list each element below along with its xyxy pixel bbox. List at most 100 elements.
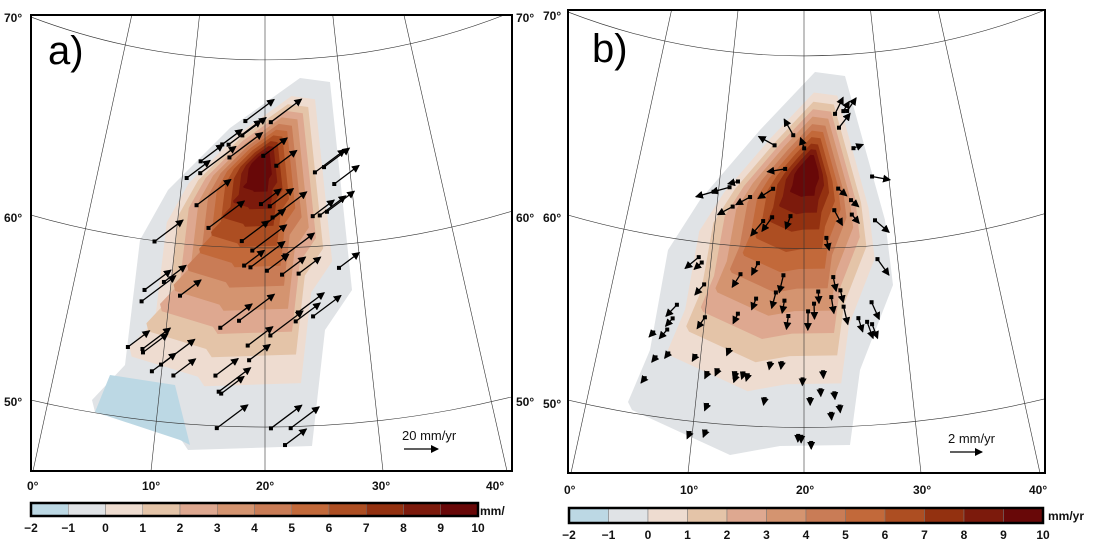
- velocity-arrow: [834, 96, 844, 115]
- colorbar-tick-label: 6: [326, 521, 333, 535]
- velocity-arrow: [284, 232, 316, 256]
- meridian-line: [32, 15, 133, 471]
- parallel-line: [31, 210, 512, 248]
- colorbar-tick-label: 3: [214, 521, 221, 535]
- velocity-arrow: [694, 283, 705, 296]
- meridian-line: [870, 10, 922, 473]
- velocity-arrow: [842, 100, 850, 112]
- velocity-arrow: [648, 329, 657, 338]
- velocity-arrow: [871, 323, 879, 340]
- velocity-arrow: [326, 190, 356, 213]
- velocity-arrow: [216, 404, 249, 429]
- velocity-arrow: [244, 98, 275, 122]
- velocity-arrow: [173, 358, 197, 377]
- velocity-arrow: [751, 262, 759, 276]
- velocity-arrow: [243, 249, 266, 267]
- velocity-arrow: [693, 261, 703, 271]
- velocity-arrow: [732, 313, 740, 325]
- velocity-arrow: [732, 374, 740, 384]
- parallel-line: [568, 10, 1045, 57]
- velocity-arrow: [208, 200, 246, 229]
- velocity-vectors: [640, 96, 892, 450]
- map-panel-b: [567, 9, 1046, 474]
- colorbar-tick-label: 7: [921, 528, 928, 542]
- velocity-arrow: [766, 166, 786, 175]
- velocity-arrow: [876, 258, 890, 276]
- velocity-arrow: [665, 304, 678, 317]
- velocity-arrow: [270, 98, 303, 123]
- velocity-arrow: [281, 256, 307, 276]
- panel-a-lat-60-left: 60°: [4, 211, 22, 225]
- velocity-arrow: [220, 375, 245, 395]
- velocity-arrow: [830, 391, 839, 401]
- velocity-arrow: [262, 137, 288, 157]
- velocity-arrow: [750, 298, 758, 311]
- panel-a-lon-10: 10°: [142, 479, 160, 493]
- parallel-line: [31, 15, 505, 60]
- colorbar-tick-label: 7: [363, 521, 370, 535]
- map-panel-a: [30, 14, 513, 472]
- colorbar-frame: [567, 506, 1045, 525]
- velocity-arrow: [250, 240, 286, 268]
- velocity-arrow: [827, 412, 836, 421]
- velocity-arrow: [750, 220, 764, 237]
- velocity-arrow: [127, 330, 151, 348]
- velocity-arrow: [744, 373, 752, 382]
- meridian-line: [403, 15, 508, 471]
- map-frame: [30, 14, 513, 472]
- velocity-arrow: [783, 315, 792, 331]
- velocity-arrow: [739, 371, 748, 381]
- colorbar-tick-label: −2: [24, 521, 38, 535]
- velocity-arrow: [837, 290, 846, 304]
- velocity-arrow: [726, 178, 739, 187]
- colorbar-tick-label: 5: [288, 521, 295, 535]
- velocity-arrow: [714, 367, 722, 377]
- velocity-arrow: [241, 116, 267, 136]
- velocity-arrow: [716, 206, 733, 216]
- velocity-arrow: [664, 350, 673, 360]
- velocity-arrow: [702, 429, 710, 439]
- colorbar-tick-label: 8: [961, 528, 968, 542]
- velocity-arrow: [297, 292, 325, 313]
- velocity-arrow: [684, 256, 700, 270]
- velocity-arrow: [779, 300, 788, 314]
- velocity-arrow: [856, 317, 865, 333]
- velocity-arrow: [760, 397, 769, 406]
- velocity-arrow: [163, 264, 187, 283]
- panel-a-lat-50-left: 50°: [4, 395, 22, 409]
- colorbar-frame: [29, 501, 480, 518]
- velocity-arrow: [658, 329, 668, 340]
- velocity-arrow: [179, 279, 202, 297]
- velocity-arrow: [769, 292, 778, 310]
- panel-a-scale-label: 20 mm/yr: [402, 428, 457, 443]
- colorbar-tick-label: 2: [724, 528, 731, 542]
- panel-a-lon-30: 30°: [372, 479, 390, 493]
- velocity-arrow: [229, 132, 264, 158]
- panel-b-lat-60: 60°: [543, 211, 561, 225]
- colorbar-tick-label: 3: [763, 528, 770, 542]
- meridian-line: [570, 10, 672, 473]
- velocity-arrow: [142, 333, 169, 353]
- colorbar-tick-label: 9: [437, 521, 444, 535]
- velocity-arrow: [799, 136, 807, 149]
- velocity-arrow: [850, 199, 860, 208]
- colorbar-tick-label: 10: [471, 521, 485, 535]
- velocity-arrow: [260, 188, 282, 205]
- velocity-arrow: [664, 317, 674, 327]
- velocity-arrow: [269, 187, 295, 207]
- velocity-arrow: [199, 145, 237, 174]
- velocity-arrow: [200, 143, 224, 162]
- colorbar-tick-label: 9: [1000, 528, 1007, 542]
- velocity-arrow: [248, 343, 271, 361]
- panel-a-lon-40: 40°: [486, 479, 504, 493]
- velocity-arrow: [333, 164, 360, 185]
- velocity-arrow: [853, 143, 865, 151]
- colorbar-tick-label: 0: [102, 521, 109, 535]
- velocity-arrow: [141, 275, 177, 302]
- velocity-arrow: [691, 353, 700, 363]
- panel-a-lat-70-left: 70°: [4, 11, 22, 25]
- velocity-arrow: [144, 269, 172, 291]
- negative-velocity-area: [95, 375, 190, 445]
